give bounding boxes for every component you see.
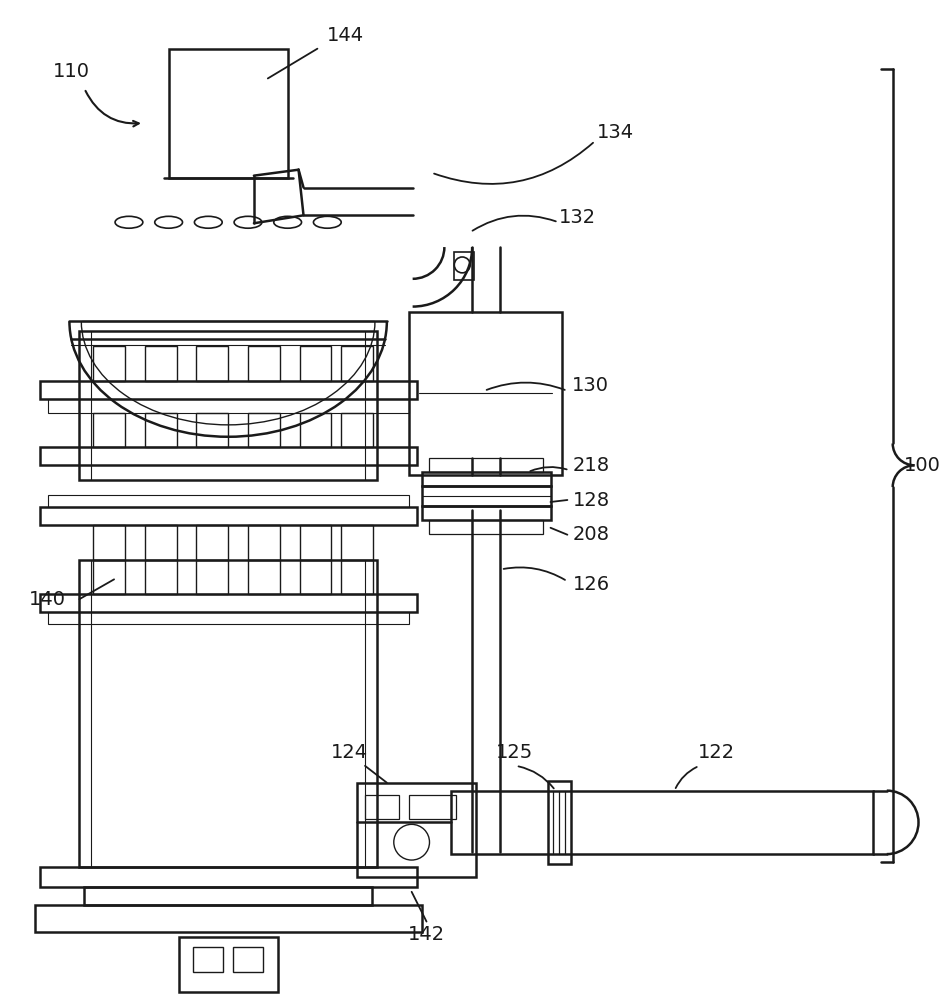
Bar <box>194 947 223 972</box>
Bar <box>179 937 278 992</box>
Bar <box>197 525 228 560</box>
Bar <box>422 506 550 520</box>
Bar <box>93 413 125 447</box>
Bar <box>548 781 571 864</box>
Text: 122: 122 <box>697 743 735 762</box>
Bar <box>299 413 331 447</box>
Bar <box>455 252 474 280</box>
Bar <box>365 795 399 819</box>
Bar <box>48 495 408 507</box>
Text: 144: 144 <box>327 26 364 45</box>
Bar <box>408 312 563 475</box>
Bar <box>248 525 279 560</box>
Bar <box>93 525 125 560</box>
Bar <box>429 520 543 534</box>
Bar <box>342 560 373 594</box>
Bar <box>299 346 331 381</box>
Text: 128: 128 <box>573 490 610 510</box>
Bar <box>197 346 228 381</box>
Bar <box>248 560 279 594</box>
Text: 125: 125 <box>496 743 534 762</box>
Bar <box>40 507 417 525</box>
Bar <box>93 346 125 381</box>
Bar <box>79 331 377 480</box>
Bar <box>145 413 177 447</box>
Bar <box>408 795 456 819</box>
Text: 100: 100 <box>904 456 941 475</box>
Text: 126: 126 <box>573 575 610 594</box>
Text: 124: 124 <box>330 743 368 762</box>
Bar <box>197 560 228 594</box>
Text: 208: 208 <box>573 525 610 544</box>
Bar <box>40 594 417 612</box>
Bar <box>342 413 373 447</box>
Text: 142: 142 <box>408 925 445 944</box>
Bar <box>299 525 331 560</box>
Bar <box>145 560 177 594</box>
Bar <box>145 525 177 560</box>
Bar <box>85 887 372 905</box>
Bar <box>197 413 228 447</box>
Bar <box>429 458 543 472</box>
Bar <box>357 783 476 877</box>
Bar <box>233 947 263 972</box>
Text: 140: 140 <box>29 590 66 609</box>
Bar <box>48 399 408 413</box>
Text: 130: 130 <box>572 376 609 395</box>
Bar <box>248 346 279 381</box>
Text: 134: 134 <box>597 123 633 142</box>
Bar <box>248 413 279 447</box>
Bar <box>145 346 177 381</box>
Bar <box>342 346 373 381</box>
Bar <box>48 612 408 624</box>
Bar <box>40 381 417 399</box>
Bar <box>40 867 417 887</box>
Bar <box>35 905 422 932</box>
Bar <box>79 560 377 867</box>
Bar <box>299 560 331 594</box>
Text: 218: 218 <box>573 456 610 475</box>
Bar <box>93 560 125 594</box>
Bar <box>168 49 288 178</box>
Bar <box>452 791 873 854</box>
Text: 132: 132 <box>559 208 596 227</box>
Bar <box>422 472 550 486</box>
Bar <box>342 525 373 560</box>
Text: 110: 110 <box>53 62 90 81</box>
Bar <box>422 486 550 506</box>
Bar <box>40 447 417 465</box>
